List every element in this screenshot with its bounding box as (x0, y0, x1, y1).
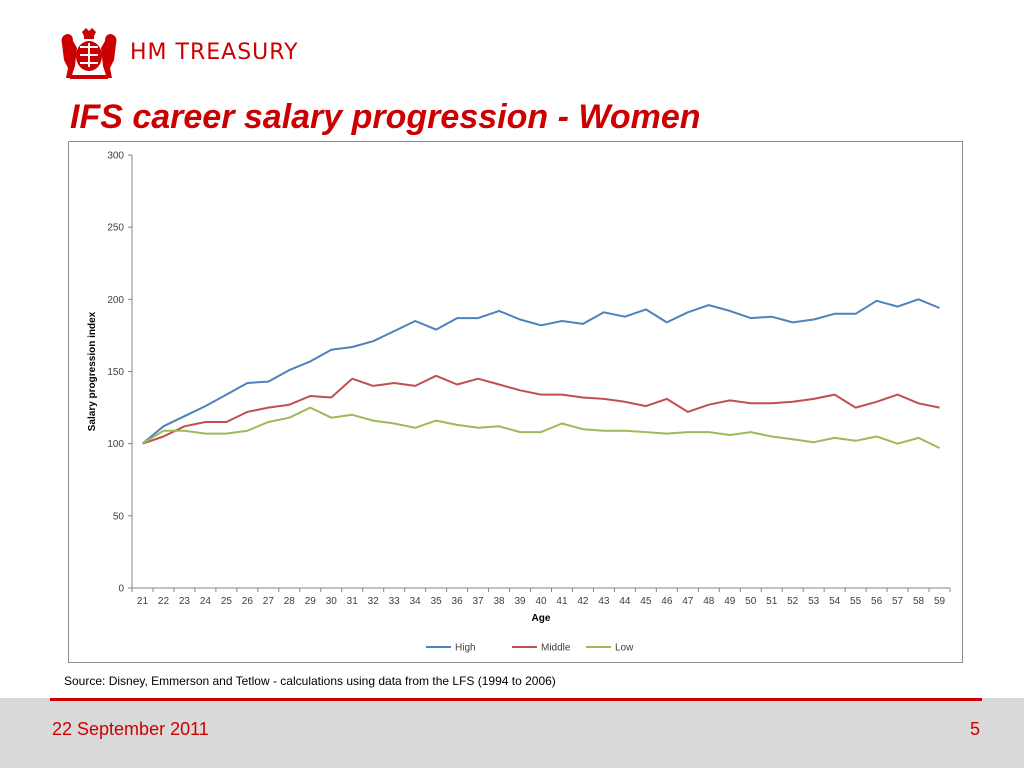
x-tick-label: 48 (703, 596, 715, 607)
x-tick-label: 54 (829, 596, 841, 607)
x-tick-label: 47 (682, 596, 694, 607)
hm-treasury-logo: HM TREASURY (58, 26, 320, 82)
x-tick-label: 27 (263, 596, 275, 607)
page-number: 5 (969, 719, 980, 739)
x-tick-label: 51 (766, 596, 778, 607)
x-tick-label: 37 (473, 596, 485, 607)
footer-date: 22 September 2011 (52, 719, 209, 739)
x-tick-label: 50 (745, 596, 757, 607)
x-tick-label: 22 (158, 596, 170, 607)
x-tick-label: 24 (200, 596, 212, 607)
source-note: Source: Disney, Emmerson and Tetlow - ca… (64, 674, 556, 688)
x-tick-label: 26 (242, 596, 254, 607)
line-chart: 0 50 100 150 200 250 300 21 22 23 24 25 26 27 28 29 30 31… (87, 151, 951, 654)
legend-label-middle: Middle (541, 643, 571, 654)
x-tick-label: 29 (305, 596, 317, 607)
x-tick-label: 45 (640, 596, 652, 607)
series-line-high (141, 298, 940, 445)
x-tick-label: 39 (514, 596, 526, 607)
x-tick-label: 55 (850, 596, 862, 607)
footer: 22 September 2011 5 (0, 698, 1024, 768)
chart-frame: 0 50 100 150 200 250 300 21 22 23 24 25 26 27 28 29 30 31… (68, 141, 963, 663)
x-tick-label: 53 (808, 596, 820, 607)
legend-label-low: Low (615, 643, 634, 654)
x-tick-label: 38 (493, 596, 505, 607)
x-axis-label: Age (532, 613, 551, 624)
y-tick-label: 200 (107, 295, 124, 306)
brand-name: HM TREASURY (130, 40, 299, 65)
y-axis-label: Salary progression index (87, 311, 98, 431)
x-tick-label: 46 (661, 596, 673, 607)
x-tick-label: 31 (347, 596, 359, 607)
x-tick-label: 23 (179, 596, 191, 607)
series-line-low (141, 406, 940, 449)
slide-title: IFS career salary progression - Women (70, 98, 701, 136)
y-tick-label: 100 (107, 439, 124, 450)
x-tick-label: 56 (871, 596, 883, 607)
footer-rule (50, 698, 982, 701)
x-tick-label: 41 (556, 596, 568, 607)
y-tick-label: 50 (113, 511, 125, 522)
x-tick-label: 21 (137, 596, 149, 607)
y-tick-label: 0 (118, 584, 124, 595)
x-tick-label: 30 (326, 596, 338, 607)
x-tick-label: 34 (410, 596, 422, 607)
x-tick-label: 36 (452, 596, 464, 607)
x-tick-label: 40 (535, 596, 547, 607)
x-tick-label: 44 (619, 596, 631, 607)
x-tick-label: 28 (284, 596, 296, 607)
x-tick-label: 49 (724, 596, 736, 607)
y-tick-label: 300 (107, 151, 124, 162)
x-tick-label: 58 (913, 596, 925, 607)
x-tick-label: 43 (598, 596, 610, 607)
x-tick-label: 33 (389, 596, 401, 607)
royal-crest-icon (61, 28, 117, 79)
x-tick-label: 32 (368, 596, 380, 607)
x-tick-label: 35 (431, 596, 443, 607)
x-tick-label: 59 (934, 596, 946, 607)
y-tick-label: 250 (107, 223, 124, 234)
y-tick-label: 150 (107, 367, 124, 378)
legend-label-high: High (455, 643, 476, 654)
x-tick-label: 42 (577, 596, 589, 607)
series-line-middle (142, 374, 940, 445)
x-tick-label: 52 (787, 596, 799, 607)
x-tick-label: 57 (892, 596, 904, 607)
x-tick-label: 25 (221, 596, 233, 607)
